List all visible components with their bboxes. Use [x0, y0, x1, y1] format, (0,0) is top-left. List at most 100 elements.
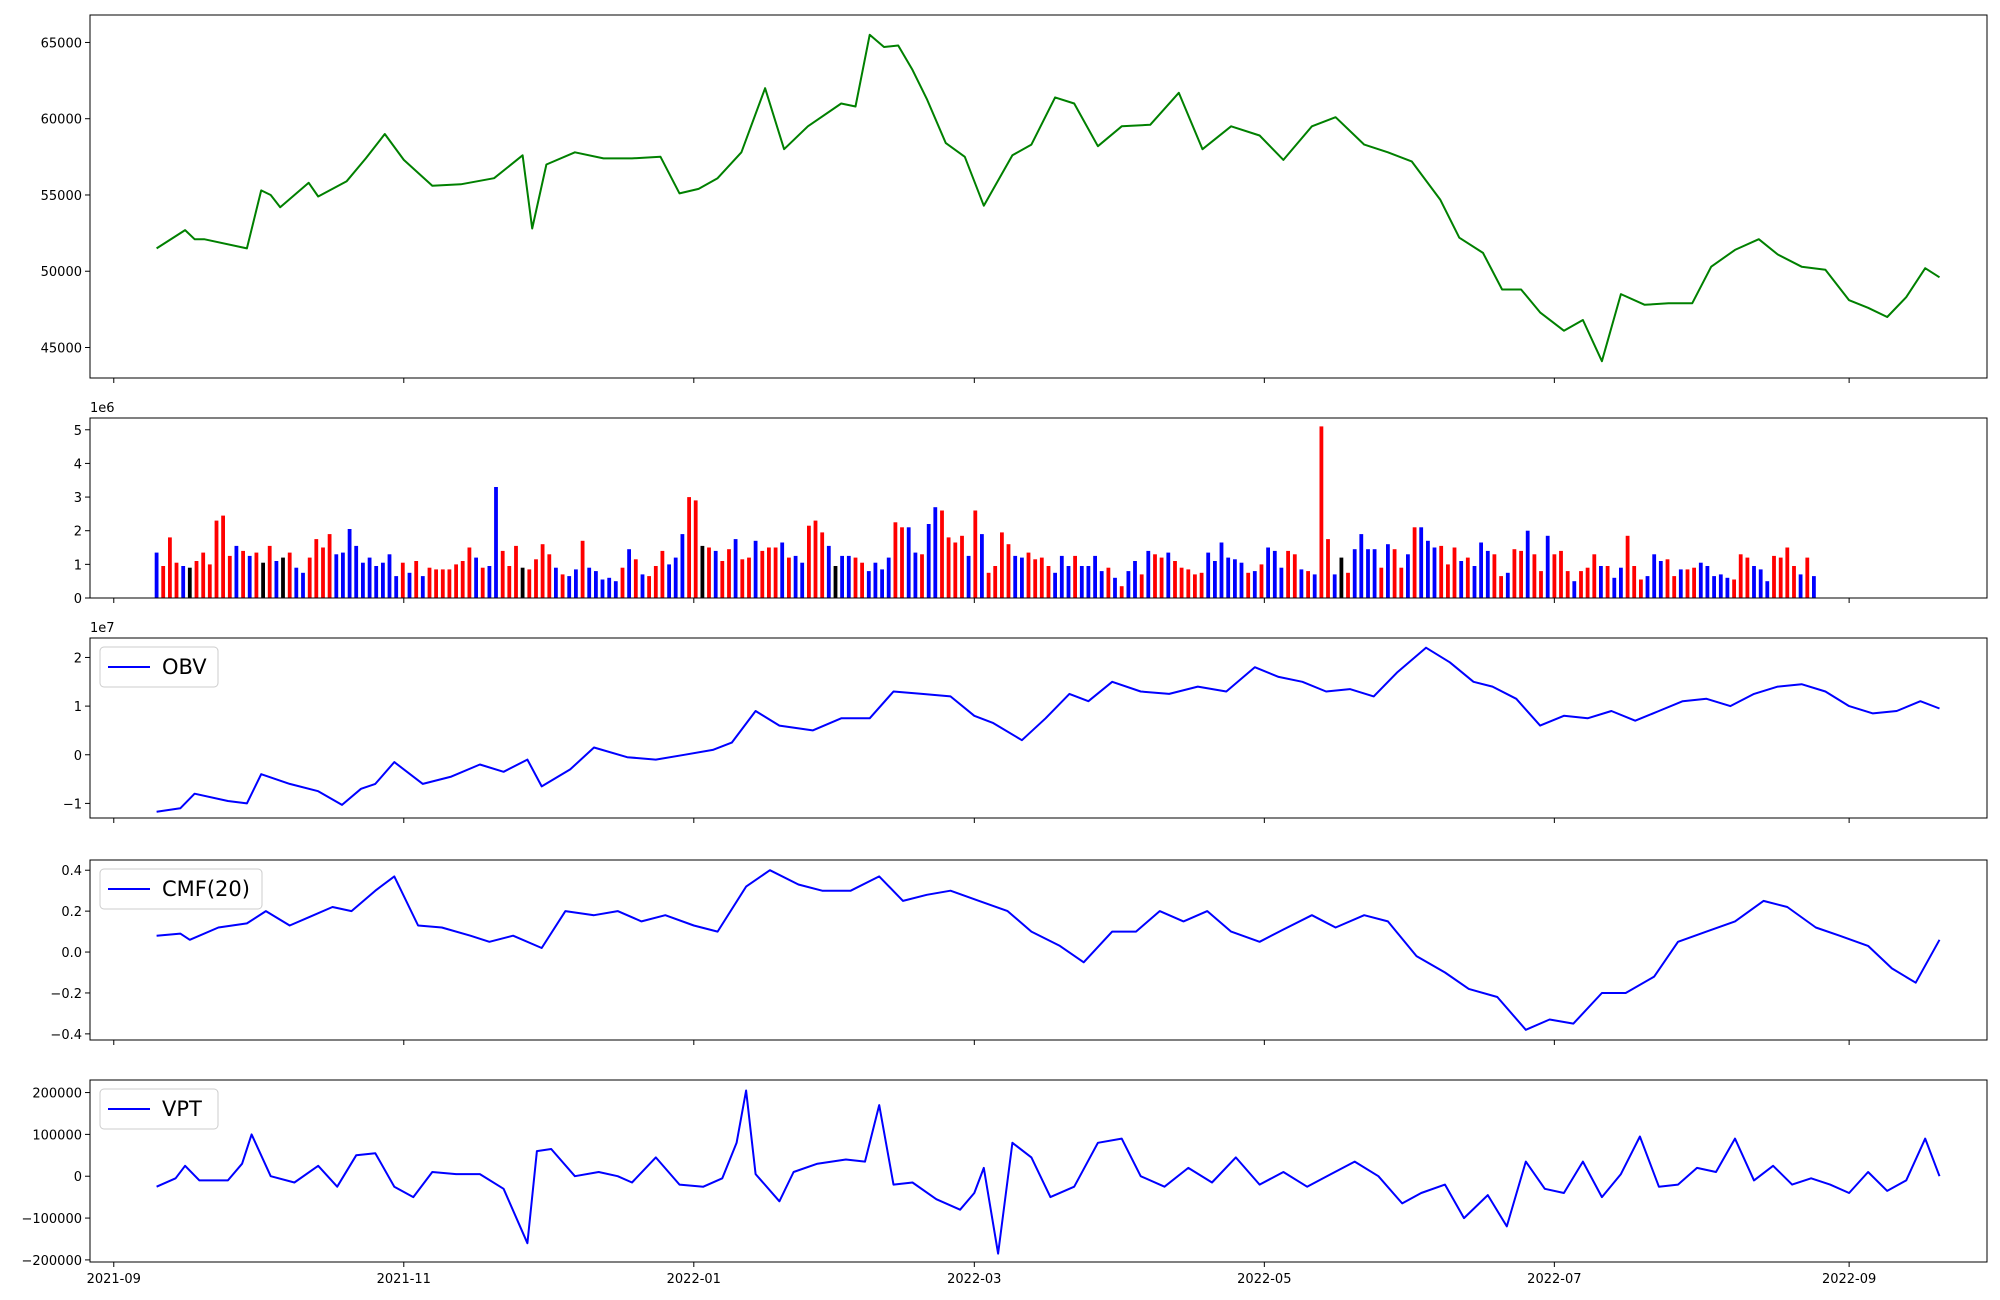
volume-bar: [221, 515, 225, 598]
volume-bar: [1645, 576, 1650, 598]
vpt-ytick-label: 100000: [32, 1128, 82, 1143]
volume-bar: [693, 500, 698, 598]
volume-bar: [866, 571, 871, 598]
volume-bar: [460, 561, 465, 598]
volume-bar: [281, 557, 285, 598]
volume-ytick-label: 2: [74, 525, 82, 540]
volume-bar: [480, 567, 485, 598]
volume-bar: [600, 579, 605, 598]
volume-bar: [341, 552, 345, 598]
obv-frame: [89, 637, 1988, 819]
volume-bar: [1552, 554, 1557, 598]
volume-bar: [1246, 572, 1251, 598]
volume-ytick-label: 3: [74, 491, 82, 506]
volume-bar: [321, 547, 325, 598]
volume-bar: [447, 569, 452, 598]
volume-bar: [294, 567, 299, 598]
price-ytick-label: 60000: [41, 113, 82, 128]
volume-bar: [633, 559, 638, 598]
price-frame: [89, 14, 1988, 379]
volume-frame: [89, 417, 1988, 599]
volume-bar: [387, 554, 392, 598]
volume-bar: [747, 557, 751, 598]
volume-bar: [833, 566, 838, 598]
volume-bar: [740, 559, 745, 598]
volume-bar: [1712, 576, 1716, 598]
volume-bar: [973, 510, 978, 598]
volume-bar: [454, 564, 458, 598]
volume-bar: [653, 566, 658, 598]
volume-bar: [327, 534, 332, 598]
volume-bar: [760, 550, 765, 598]
volume-bar: [1346, 572, 1350, 598]
cmf-panel: −0.4 −0.2 0.0 0.2 0.4 CMF(20): [50, 859, 1988, 1045]
vpt-ytick-label: −200000: [21, 1254, 82, 1269]
price-plot: [156, 33, 1941, 363]
volume-bar: [1732, 579, 1736, 598]
volume-ytick-label: 1: [74, 558, 82, 573]
volume-bar: [846, 555, 851, 598]
volume-bar: [187, 567, 192, 598]
volume-bar: [613, 581, 618, 598]
volume-bar: [1685, 569, 1690, 598]
volume-bar: [287, 552, 292, 598]
volume-bar: [367, 557, 372, 598]
volume-bar: [1279, 567, 1284, 598]
volume-offset-label: 1e6: [90, 401, 115, 416]
volume-bar: [1379, 567, 1384, 598]
volume-bar: [1206, 552, 1211, 598]
volume-bar: [1386, 544, 1390, 598]
volume-bar: [1452, 547, 1457, 598]
volume-bar: [1532, 554, 1537, 598]
volume-bar: [1053, 572, 1057, 598]
volume-bar: [1352, 549, 1357, 598]
volume-bar: [1765, 581, 1770, 598]
volume-bar: [1046, 566, 1051, 598]
volume-bar: [487, 566, 492, 598]
volume-bar: [1432, 547, 1437, 598]
volume-bar: [900, 527, 904, 598]
volume-bar: [1173, 561, 1177, 598]
volume-bar: [1139, 574, 1144, 598]
vpt-legend-label: VPT: [162, 1097, 202, 1121]
volume-bar: [620, 567, 625, 598]
volume-bar: [940, 510, 944, 598]
vpt-line: [156, 1089, 1941, 1255]
x-tick-label: 2021-09: [87, 1272, 141, 1287]
price-ytick-label: 65000: [41, 36, 82, 51]
volume-ytick-label: 0: [74, 592, 82, 607]
volume-bar: [966, 555, 971, 598]
vpt-plot: [156, 1089, 1941, 1255]
x-tick-label: 2022-03: [947, 1272, 1001, 1287]
volume-bar: [1233, 559, 1237, 598]
volume-bar: [560, 574, 565, 598]
volume-bar: [647, 576, 651, 598]
volume-bar: [933, 507, 938, 598]
volume-bar: [853, 557, 858, 598]
cmf-frame: [89, 859, 1988, 1041]
volume-bar: [707, 547, 711, 598]
volume-bar: [1166, 552, 1171, 598]
volume-bar: [1652, 554, 1657, 598]
volume-bar: [1259, 564, 1264, 598]
volume-bar: [1479, 542, 1483, 598]
volume-bar: [1465, 557, 1470, 598]
volume-bar: [514, 545, 518, 598]
volume-bar: [414, 561, 419, 598]
volume-bar: [1306, 571, 1310, 598]
volume-bar: [314, 539, 319, 598]
vpt-legend: VPT: [99, 1088, 219, 1130]
volume-bar: [700, 545, 705, 598]
volume-bar: [1339, 557, 1344, 598]
volume-bar: [1592, 554, 1597, 598]
volume-bar: [1512, 549, 1517, 598]
volume-bar: [1559, 550, 1563, 598]
volume-bar: [793, 555, 798, 598]
volume-bar: [687, 497, 691, 598]
volume-bar: [227, 555, 232, 598]
volume-bar: [1792, 566, 1796, 598]
volume-bar: [161, 566, 166, 598]
volume-bar: [826, 545, 831, 598]
vpt-frame: [89, 1079, 1988, 1263]
volume-bar: [1499, 576, 1503, 598]
